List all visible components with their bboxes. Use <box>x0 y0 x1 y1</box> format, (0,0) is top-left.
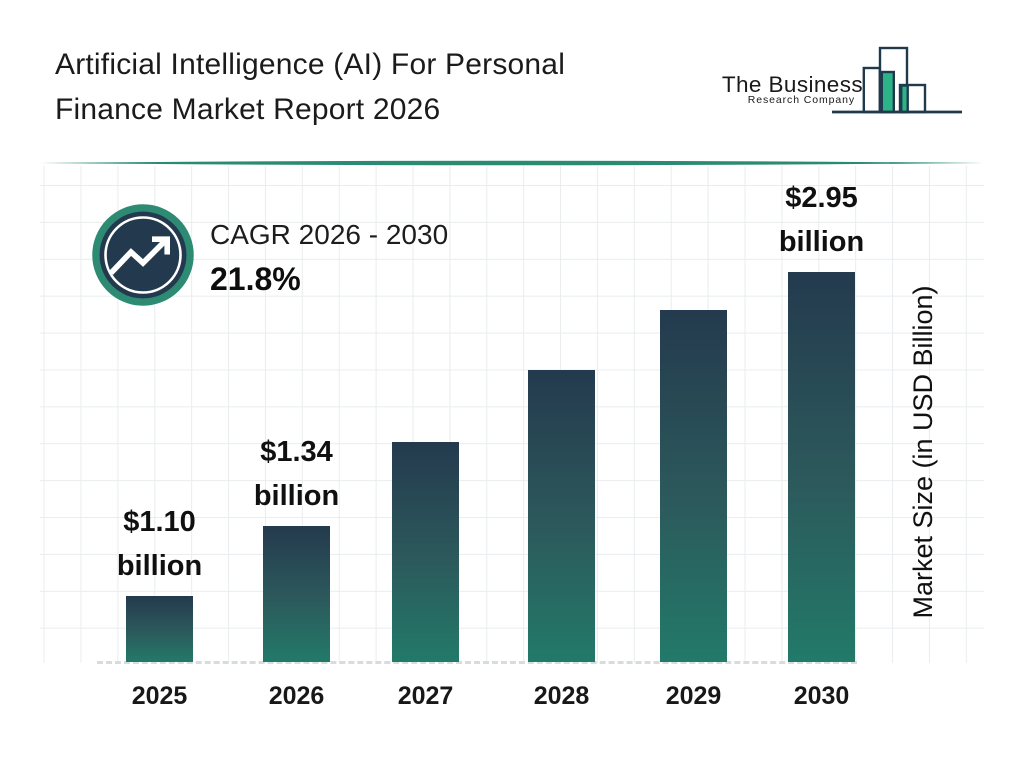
bar-value-label-2026: $1.34 billion <box>212 430 382 518</box>
x-tick-2027: 2027 <box>397 682 454 710</box>
bar-2029 <box>660 310 727 662</box>
bar-value-unit: billion <box>116 550 203 582</box>
x-tick-2029: 2029 <box>665 682 722 710</box>
page-title: Artificial Intelligence (AI) For Persona… <box>55 42 565 132</box>
cagr-label: CAGR 2026 - 2030 <box>210 219 449 250</box>
bar-value-unit: billion <box>778 226 865 258</box>
bar-2026 <box>263 526 330 662</box>
bar-value-label-2030: $2.95 billion <box>737 176 907 264</box>
bar-2027 <box>392 442 459 662</box>
trending-up-icon <box>108 236 170 275</box>
bar-value-amount: $1.34 <box>260 436 333 468</box>
x-tick-2025: 2025 <box>131 682 188 710</box>
bar-chart-logo-icon <box>832 46 962 114</box>
company-logo: The Business Research Company <box>722 46 962 114</box>
title-line-1: Artificial Intelligence (AI) For Persona… <box>55 48 566 81</box>
y-axis-title: Market Size (in USD Billion) <box>908 285 938 619</box>
title-line-2: Finance Market Report 2026 <box>55 93 441 126</box>
x-tick-2028: 2028 <box>533 682 590 710</box>
bar-value-amount: $2.95 <box>785 182 858 214</box>
bar-value-amount: $1.10 <box>123 506 196 538</box>
bar-2028 <box>528 370 595 662</box>
x-tick-2030: 2030 <box>793 682 850 710</box>
bar-value-unit: billion <box>253 480 340 512</box>
logo-text-line-2: Research Company <box>748 94 855 106</box>
x-tick-2026: 2026 <box>268 682 325 710</box>
header-divider <box>40 160 984 166</box>
x-axis-baseline <box>97 661 857 664</box>
bar-2030 <box>788 272 855 662</box>
cagr-value: 21.8% <box>210 261 301 297</box>
logo-text-line-1: The Business <box>722 72 863 97</box>
cagr-badge <box>92 204 194 306</box>
bar-2025 <box>126 596 193 662</box>
bar-value-label-2025: $1.10 billion <box>75 500 245 588</box>
